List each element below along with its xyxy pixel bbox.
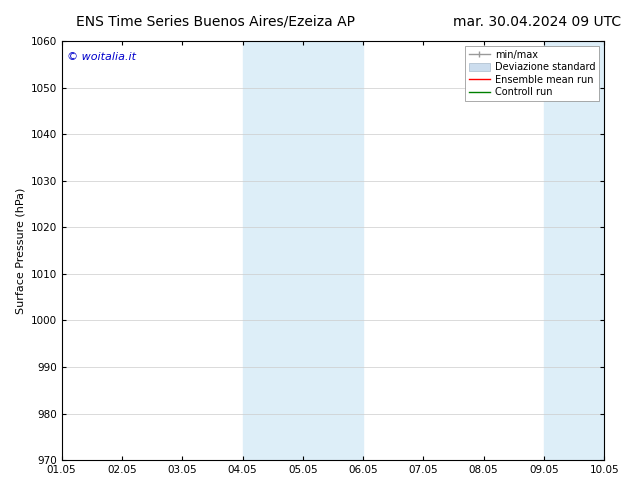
Text: mar. 30.04.2024 09 UTC: mar. 30.04.2024 09 UTC bbox=[453, 15, 621, 29]
Text: ENS Time Series Buenos Aires/Ezeiza AP: ENS Time Series Buenos Aires/Ezeiza AP bbox=[76, 15, 355, 29]
Bar bbox=[303, 41, 363, 460]
Bar bbox=[544, 41, 574, 460]
Legend: min/max, Deviazione standard, Ensemble mean run, Controll run: min/max, Deviazione standard, Ensemble m… bbox=[465, 46, 599, 101]
Y-axis label: Surface Pressure (hPa): Surface Pressure (hPa) bbox=[15, 187, 25, 314]
Bar bbox=[574, 41, 604, 460]
Bar bbox=[243, 41, 303, 460]
Text: © woitalia.it: © woitalia.it bbox=[67, 51, 136, 62]
